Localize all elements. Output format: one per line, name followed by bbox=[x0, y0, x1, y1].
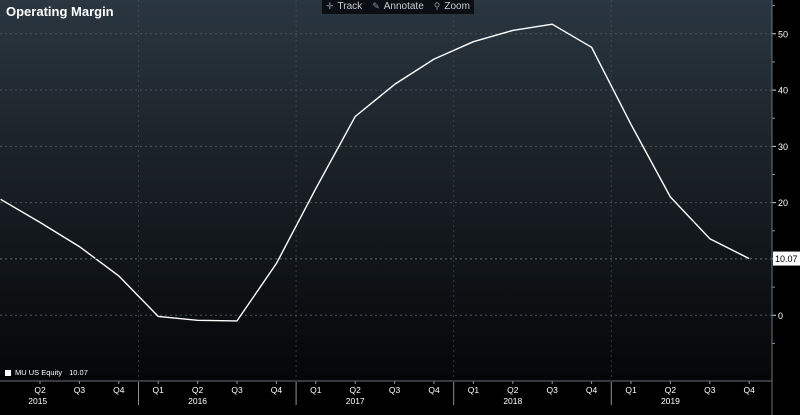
legend-security: MU US Equity bbox=[15, 368, 63, 377]
y-axis-panel bbox=[772, 0, 800, 415]
plot-background bbox=[0, 0, 772, 380]
chart-title: Operating Margin bbox=[6, 4, 114, 19]
x-quarter-label: Q3 bbox=[704, 385, 716, 395]
x-quarter-label: Q3 bbox=[547, 385, 559, 395]
last-value-box bbox=[773, 251, 800, 266]
crosshair-icon: ✛ bbox=[326, 1, 334, 11]
x-quarter-label: Q3 bbox=[231, 385, 243, 395]
x-quarter-label: Q4 bbox=[586, 385, 598, 395]
x-quarter-label: Q4 bbox=[271, 385, 283, 395]
x-year-label: 2019 bbox=[661, 396, 680, 406]
series-line-mu-us-equity bbox=[0, 23, 750, 322]
legend-swatch bbox=[5, 369, 11, 376]
zoom-button[interactable]: ⚲ Zoom bbox=[430, 0, 474, 13]
annotate-button[interactable]: ✎ Annotate bbox=[368, 0, 428, 13]
x-quarter-label: Q2 bbox=[34, 385, 46, 395]
chart-toolbar: ✛ Track ✎ Annotate ⚲ Zoom bbox=[322, 0, 474, 14]
last-value-marker: 10.07 bbox=[0, 251, 800, 266]
last-value-label: 10.07 bbox=[775, 254, 798, 264]
x-quarter-label: Q2 bbox=[665, 385, 677, 395]
x-quarter-label: Q3 bbox=[74, 385, 86, 395]
legend-value: 10.07 bbox=[69, 368, 88, 377]
x-axis-panel bbox=[0, 380, 772, 415]
y-tick-label: 30 bbox=[778, 142, 788, 152]
track-label: Track bbox=[337, 1, 363, 12]
x-quarter-label: Q2 bbox=[350, 385, 362, 395]
y-tick-label: 40 bbox=[778, 86, 788, 96]
x-year-label: 2016 bbox=[188, 396, 207, 406]
x-axis: Q2 Q3 Q4 Q1 Q2 Q3 Q4 Q1 Q2 Q3 Q4 Q1 Q2 Q3 Q4 Q1 Q2 Q3 Q4 20… bbox=[0, 380, 772, 406]
series-layer bbox=[0, 23, 750, 322]
x-quarter-label: Q4 bbox=[113, 385, 125, 395]
x-quarter-label: Q1 bbox=[625, 385, 637, 395]
x-quarter-label: Q4 bbox=[428, 385, 440, 395]
x-year-label: 2017 bbox=[346, 396, 365, 406]
track-button[interactable]: ✛ Track bbox=[322, 0, 366, 13]
x-year-label: 2018 bbox=[503, 396, 522, 406]
zoom-label: Zoom bbox=[444, 1, 470, 12]
annotate-label: Annotate bbox=[383, 1, 424, 12]
x-year-label: 2015 bbox=[28, 396, 47, 406]
x-quarter-label: Q1 bbox=[153, 385, 165, 395]
magnifier-icon: ⚲ bbox=[433, 1, 441, 11]
x-quarter-label: Q1 bbox=[310, 385, 322, 395]
y-tick-label: 20 bbox=[778, 198, 788, 208]
x-quarter-label: Q3 bbox=[389, 385, 401, 395]
x-quarter-label: Q2 bbox=[192, 385, 204, 395]
x-quarter-label: Q2 bbox=[507, 385, 519, 395]
pencil-icon: ✎ bbox=[372, 1, 380, 11]
y-tick-label: 50 bbox=[778, 29, 788, 39]
y-tick-label: 0 bbox=[778, 311, 783, 321]
x-quarter-label: Q1 bbox=[468, 385, 480, 395]
legend[interactable]: MU US Equity 10.07 bbox=[5, 368, 88, 377]
x-quarter-label: Q4 bbox=[744, 385, 756, 395]
